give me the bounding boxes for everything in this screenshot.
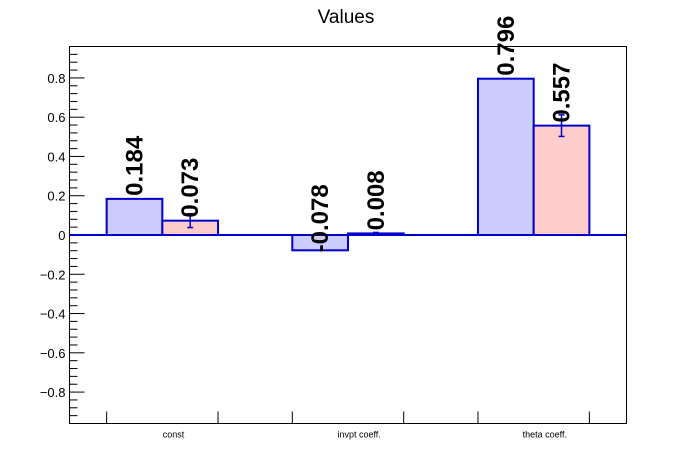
y-tick-label: −0.4	[40, 307, 66, 322]
axis-group: −0.8 −0.6 −0.4 −0.2 0 0.2 0.4 0.6 0.8 const invpt …	[40, 46, 590, 440]
x-category-label: theta coeff.	[523, 430, 567, 440]
y-tick-label: 0	[58, 228, 65, 243]
y-tick-label: 0.2	[47, 189, 65, 204]
y-tick-label: 0.4	[47, 149, 65, 164]
data-label: -0.078	[307, 184, 334, 252]
y-tick-label: 0.8	[47, 71, 65, 86]
y-tick-label: −0.8	[40, 385, 66, 400]
y-tick-label: −0.2	[40, 267, 66, 282]
bars-group	[69, 77, 627, 252]
bar	[532, 124, 591, 236]
bar	[105, 197, 164, 236]
bar	[476, 77, 535, 236]
data-label: 0.557	[549, 63, 576, 123]
data-label: 0.073	[177, 158, 204, 218]
y-tick-label: 0.6	[47, 110, 65, 125]
x-category-label: const	[163, 430, 185, 440]
labels-group: 0.184 -0.078 0.796 0.073 0.008 0.557	[121, 16, 575, 253]
chart-title: Values	[318, 7, 375, 28]
x-category-label: invpt coeff.	[337, 430, 380, 440]
data-label: 0.796	[493, 16, 520, 76]
data-label: 0.184	[121, 135, 148, 196]
data-label: 0.008	[363, 170, 390, 230]
y-tick-label: −0.6	[40, 346, 66, 361]
